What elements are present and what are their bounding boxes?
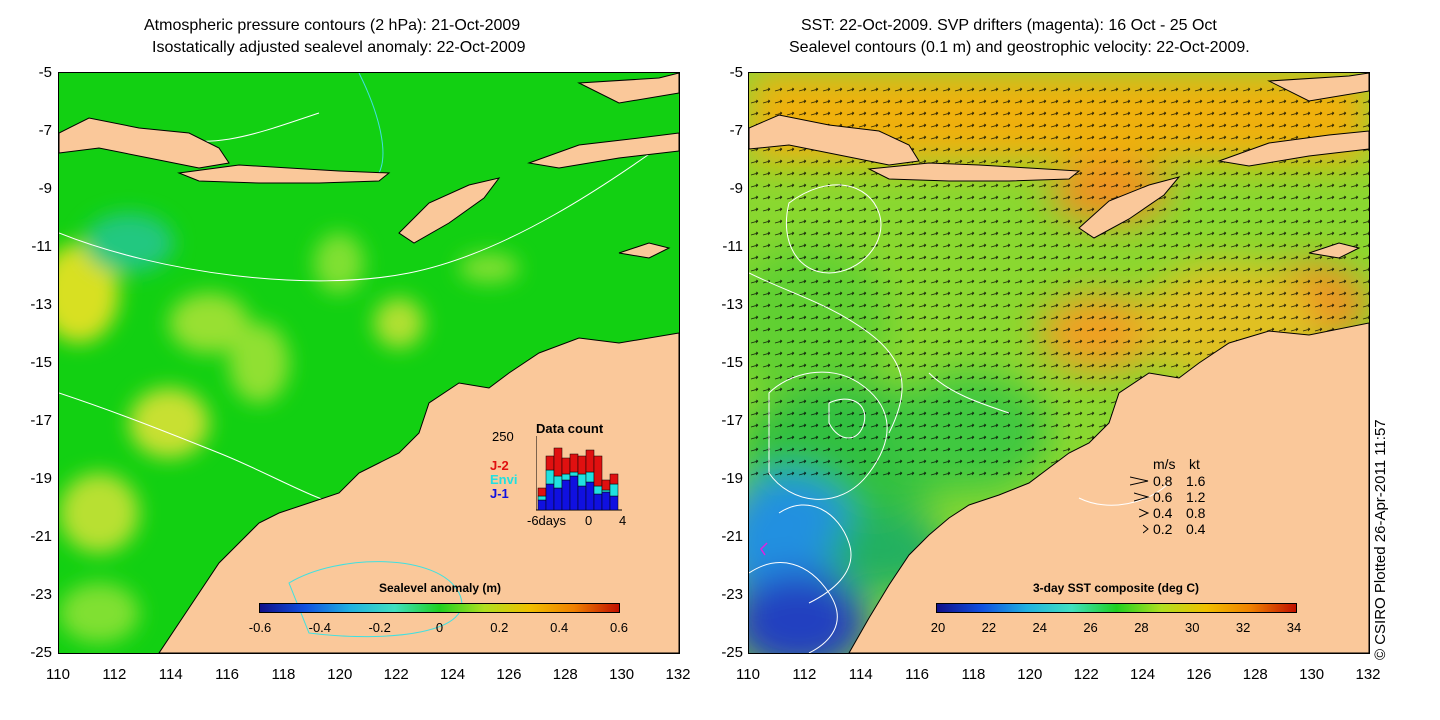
colorbar-tick-label: 0: [435, 620, 444, 635]
x-tick-label: 110: [46, 666, 70, 683]
colorbar-tick-label: 34: [1286, 620, 1302, 635]
sealevel-anomaly-map: [58, 72, 680, 654]
inset-x-label-zero: 0: [585, 513, 593, 528]
y-tick-label: -7: [729, 122, 743, 139]
velocity-arrow-icon: [1139, 508, 1150, 518]
y-tick-label: -11: [31, 238, 52, 255]
right-colorbar-title: 3-day SST composite (deg C): [1032, 581, 1200, 595]
colorbar-tick-label: -0.2: [368, 620, 391, 635]
velocity-legend-ms: 0.4: [1153, 505, 1173, 521]
x-tick-label: 116: [905, 666, 930, 683]
velocity-legend-ms: 0.6: [1153, 489, 1173, 505]
y-tick-label: -23: [30, 586, 52, 603]
x-tick-label: 130: [609, 666, 635, 683]
x-tick-label: 126: [1186, 666, 1212, 683]
y-tick-label: -9: [729, 180, 743, 197]
colorbar-tick-label: 28: [1134, 620, 1149, 635]
velocity-legend-kt: 1.2: [1186, 489, 1206, 505]
y-tick-label: -13: [30, 296, 52, 313]
x-tick-label: 128: [552, 666, 578, 683]
y-tick-label: -13: [721, 296, 743, 313]
x-tick-label: 118: [271, 666, 296, 683]
x-tick-label: 124: [1130, 666, 1156, 683]
velocity-arrow-icon: [1143, 524, 1149, 534]
inset-legend-j2: J-2: [490, 458, 509, 473]
x-tick-label: 112: [792, 666, 817, 683]
right-title-line2: Sealevel contours (0.1 m) and geostrophi…: [789, 39, 1250, 56]
x-tick-label: 132: [665, 666, 691, 683]
inset-legend-j1: J-1: [490, 486, 509, 501]
y-tick-label: -21: [721, 528, 743, 545]
x-tick-label: 130: [1299, 666, 1325, 683]
y-tick-label: -25: [721, 644, 743, 661]
colorbar-tick-label: -0.4: [308, 620, 332, 635]
velocity-arrow-icon: [1134, 492, 1150, 502]
colorbar-tick-label: 30: [1185, 620, 1200, 635]
velocity-arrow-icon: [1130, 476, 1149, 486]
colorbar-tick-label: 0.2: [490, 620, 509, 635]
x-tick-label: 124: [440, 666, 466, 683]
x-tick-label: 114: [158, 666, 183, 683]
y-tick-label: -19: [30, 470, 52, 487]
inset-x-label-start: -6days: [527, 513, 567, 528]
x-tick-label: 114: [848, 666, 873, 683]
x-tick-label: 112: [102, 666, 127, 683]
inset-x-label-end: 4: [619, 513, 627, 528]
y-tick-label: -7: [38, 122, 52, 139]
x-tick-label: 120: [327, 666, 353, 683]
y-tick-label: -19: [721, 470, 743, 487]
velocity-legend-header-kt: kt: [1189, 456, 1200, 472]
y-tick-label: -9: [38, 180, 52, 197]
y-tick-label: -15: [721, 354, 743, 371]
inset-legend-envi: Envi: [490, 472, 518, 487]
left-title-line1: Atmospheric pressure contours (2 hPa): 2…: [144, 17, 521, 34]
x-tick-label: 122: [1073, 666, 1099, 683]
colorbar-tick-label: 22: [981, 620, 997, 635]
velocity-legend-header-ms: m/s: [1153, 456, 1176, 472]
velocity-legend-ms: 0.2: [1153, 521, 1173, 537]
velocity-legend-kt: 1.6: [1186, 473, 1206, 489]
y-tick-label: -17: [721, 412, 743, 429]
y-tick-label: -5: [729, 64, 743, 81]
colorbar-tick-label: 0.4: [550, 620, 569, 635]
x-tick-label: 110: [736, 666, 760, 683]
inset-y-max: 250: [492, 429, 514, 444]
left-colorbar: [259, 603, 620, 613]
left-colorbar-title: Sealevel anomaly (m): [378, 581, 502, 595]
inset-title: Data count: [536, 421, 604, 436]
velocity-legend-kt: 0.4: [1186, 521, 1206, 537]
plot-credit: © CSIRO Plotted 26-Apr-2011 11:57: [1372, 419, 1389, 660]
y-tick-label: -11: [722, 238, 743, 255]
colorbar-tick-label: -0.6: [248, 620, 272, 635]
colorbar-tick-label: 32: [1235, 620, 1251, 635]
y-tick-label: -5: [38, 64, 52, 81]
velocity-legend-ms: 0.8: [1153, 473, 1173, 489]
colorbar-tick-label: 24: [1032, 620, 1047, 635]
data-count-histogram: [536, 436, 622, 511]
y-tick-label: -21: [30, 528, 52, 545]
velocity-legend-kt: 0.8: [1186, 505, 1206, 521]
x-tick-label: 126: [496, 666, 522, 683]
y-tick-label: -15: [30, 354, 52, 371]
y-tick-label: -17: [30, 412, 52, 429]
x-tick-label: 122: [383, 666, 409, 683]
x-tick-label: 128: [1242, 666, 1268, 683]
x-tick-label: 118: [961, 666, 986, 683]
y-tick-label: -23: [721, 586, 743, 603]
x-tick-label: 120: [1017, 666, 1043, 683]
left-title-line2: Isostatically adjusted sealevel anomaly:…: [152, 39, 526, 56]
x-tick-label: 132: [1355, 666, 1381, 683]
right-colorbar: [936, 603, 1297, 613]
x-tick-label: 116: [215, 666, 240, 683]
colorbar-tick-label: 20: [930, 620, 946, 635]
colorbar-tick-label: 0.6: [609, 620, 629, 635]
colorbar-tick-label: 26: [1083, 620, 1098, 635]
right-title-line1: SST: 22-Oct-2009. SVP drifters (magenta)…: [801, 17, 1217, 34]
y-tick-label: -25: [30, 644, 52, 661]
sst-velocity-map: [748, 72, 1370, 654]
